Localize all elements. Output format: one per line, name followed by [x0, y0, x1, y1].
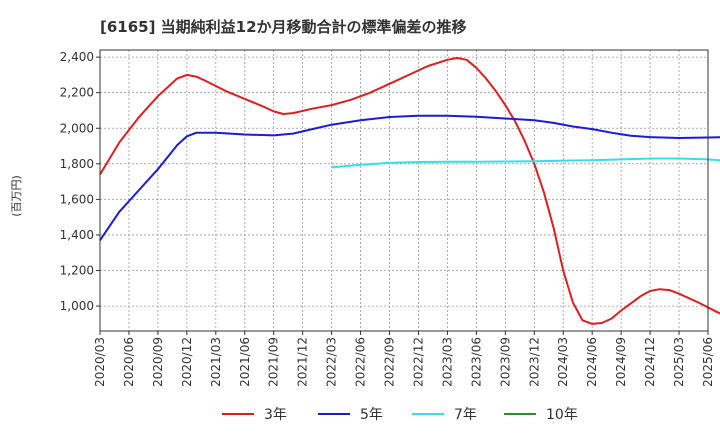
series-lines: [99, 57, 720, 325]
y-tick-labels: 1,000 1,200 1,400 1,600 1,800 2,000 2,200 2,400: [60, 50, 100, 313]
x-tick-label: 2024/06: [585, 337, 599, 387]
x-tick-label: 2025/03: [672, 337, 686, 387]
legend-label-2: 5年: [360, 407, 383, 423]
x-tick-label: 2020/03: [93, 337, 107, 387]
y-tick-label: 1,200: [60, 264, 94, 278]
y-axis-label: (百万円): [10, 175, 23, 217]
y-tick-label: 1,600: [60, 192, 94, 206]
plot-border: [99, 49, 709, 332]
series-line-2: [99, 114, 720, 241]
x-tick-label: 2025/06: [701, 337, 715, 387]
legend: 3年 5年 7年 10年: [222, 407, 578, 423]
x-tick-label: 2022/09: [383, 337, 397, 387]
x-tick-label: 2022/03: [325, 337, 339, 387]
y-tick-label: 1,400: [60, 228, 94, 242]
series-line-3: [331, 157, 720, 169]
legend-label-4: 10年: [546, 407, 578, 423]
x-tick-label: 2024/03: [556, 337, 570, 387]
x-tick-label: 2022/12: [411, 337, 425, 387]
grid-lines: [99, 50, 709, 331]
x-tick-label: 2023/06: [469, 337, 483, 387]
x-tick-label: 2023/12: [527, 337, 541, 387]
x-tick-label: 2020/12: [180, 337, 194, 387]
x-tick-labels: 2020/03 2020/06 2020/09 2020/12 2021/03 2021/…: [93, 331, 715, 387]
x-tick-label: 2021/09: [267, 337, 281, 387]
x-tick-label: 2022/06: [354, 337, 368, 387]
legend-label-1: 3年: [264, 407, 287, 423]
series-line-1: [99, 57, 720, 325]
x-tick-label: 2020/09: [151, 337, 165, 387]
x-tick-label: 2021/12: [296, 337, 310, 387]
y-tick-label: 1,800: [60, 157, 94, 171]
x-tick-label: 2023/09: [498, 337, 512, 387]
plot-frame: [99, 49, 709, 332]
y-tick-label: 1,000: [60, 299, 94, 313]
x-tick-label: 2023/03: [440, 337, 454, 387]
legend-label-3: 7年: [454, 407, 477, 423]
x-tick-label: 2020/06: [122, 337, 136, 387]
y-tick-label: 2,200: [60, 86, 94, 100]
x-tick-label: 2024/12: [643, 337, 657, 387]
y-tick-label: 2,000: [60, 121, 94, 135]
x-tick-label: 2021/03: [209, 337, 223, 387]
x-tick-label: 2021/06: [238, 337, 252, 387]
x-tick-label: 2024/09: [614, 337, 628, 387]
chart-title: [6165] 当期純利益12か月移動合計の標準偏差の推移: [100, 18, 467, 36]
y-tick-label: 2,400: [60, 50, 94, 64]
